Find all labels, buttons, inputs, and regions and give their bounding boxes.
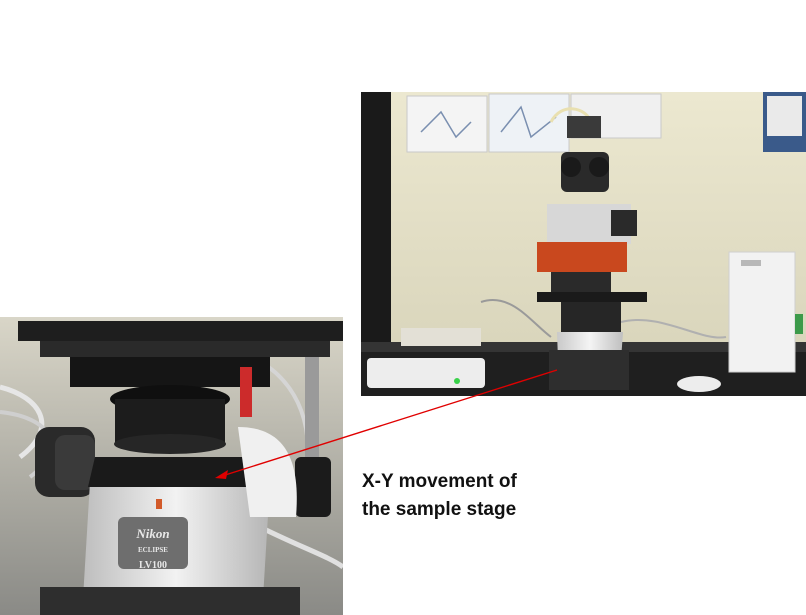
stage-closeup-photo: Nikon ECLIPSE LV100 (0, 317, 343, 615)
stage-caption: X-Y movement of the sample stage (362, 468, 592, 524)
logo-brand: Nikon (136, 526, 170, 541)
logo-model: ECLIPSE (138, 546, 168, 554)
nikon-logo: Nikon ECLIPSE LV100 (120, 527, 186, 573)
caption-line-1: X-Y movement of (362, 471, 517, 492)
caption-line-2: the sample stage (362, 499, 517, 520)
microscope-overview-photo (361, 92, 806, 396)
logo-model-number: LV100 (139, 560, 167, 571)
